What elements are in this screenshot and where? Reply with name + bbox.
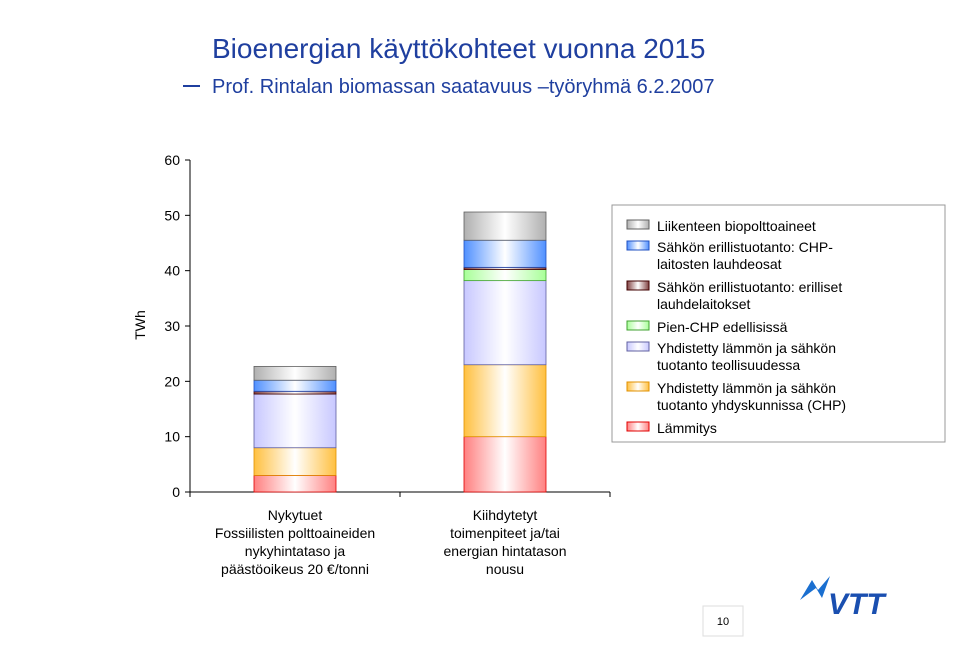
- legend-swatch: [626, 381, 650, 392]
- bar-segment: [253, 447, 337, 476]
- bar-segment: [463, 239, 547, 268]
- legend-swatch: [626, 341, 650, 352]
- legend-label: Liikenteen biopolttoaineet: [657, 218, 816, 234]
- legend-label: Pien-CHP edellisissä: [657, 319, 788, 335]
- logo-text: VTT: [828, 588, 887, 621]
- bar-segment: [463, 211, 547, 241]
- x-tick-label: Kiihdytetyt toimenpiteet ja/tai energian h…: [444, 507, 567, 577]
- vtt-logo: VTT: [800, 576, 887, 621]
- legend-label: Sähkön erillistuotanto: CHP-laitosten la…: [657, 239, 833, 272]
- y-tick-label: 30: [164, 318, 180, 334]
- bar-segment: [253, 390, 337, 395]
- legend-swatch: [626, 421, 650, 432]
- y-tick-label: 40: [164, 263, 180, 279]
- legend-swatch: [626, 320, 650, 331]
- bar-segment: [253, 393, 337, 449]
- legend-label: Yhdistetty lämmön ja sähkön tuotanto teol…: [657, 340, 836, 373]
- logo-mark: [800, 576, 830, 600]
- y-tick-label: 10: [164, 429, 180, 445]
- y-tick-label: 50: [164, 207, 180, 223]
- legend-swatch: [626, 240, 650, 251]
- page-number: 10: [717, 616, 729, 628]
- bar-segment: [253, 379, 337, 392]
- legend-swatch: [626, 219, 650, 230]
- bar-segment: [463, 269, 547, 282]
- bar-segment: [463, 280, 547, 366]
- bar-segment: [253, 474, 337, 493]
- legend-label: Yhdistetty lämmön ja sähkön tuotanto yhdy…: [657, 380, 846, 413]
- y-tick-label: 60: [164, 152, 180, 168]
- bar-segment: [463, 364, 547, 438]
- y-axis-label: TWh: [132, 310, 148, 340]
- legend-swatch: [626, 280, 650, 291]
- slide-subtitle: Prof. Rintalan biomassan saatavuus –työr…: [212, 76, 715, 98]
- y-tick-label: 20: [164, 373, 180, 389]
- legend-box: [611, 204, 946, 443]
- legend-label: Lämmitys: [657, 420, 717, 436]
- legend-label: Sähkön erillistuotanto: erilliset lauhdel…: [657, 279, 842, 312]
- bar-segment: [463, 436, 547, 493]
- page-number-box: [702, 605, 744, 637]
- slide-title: Bioenergian käyttökohteet vuonna 2015: [212, 33, 706, 64]
- x-tick-label: Nykytuet Fossiilisten polttoaineiden nykyh…: [215, 507, 375, 577]
- bar-segment: [253, 365, 337, 381]
- y-tick-label: 0: [172, 484, 180, 500]
